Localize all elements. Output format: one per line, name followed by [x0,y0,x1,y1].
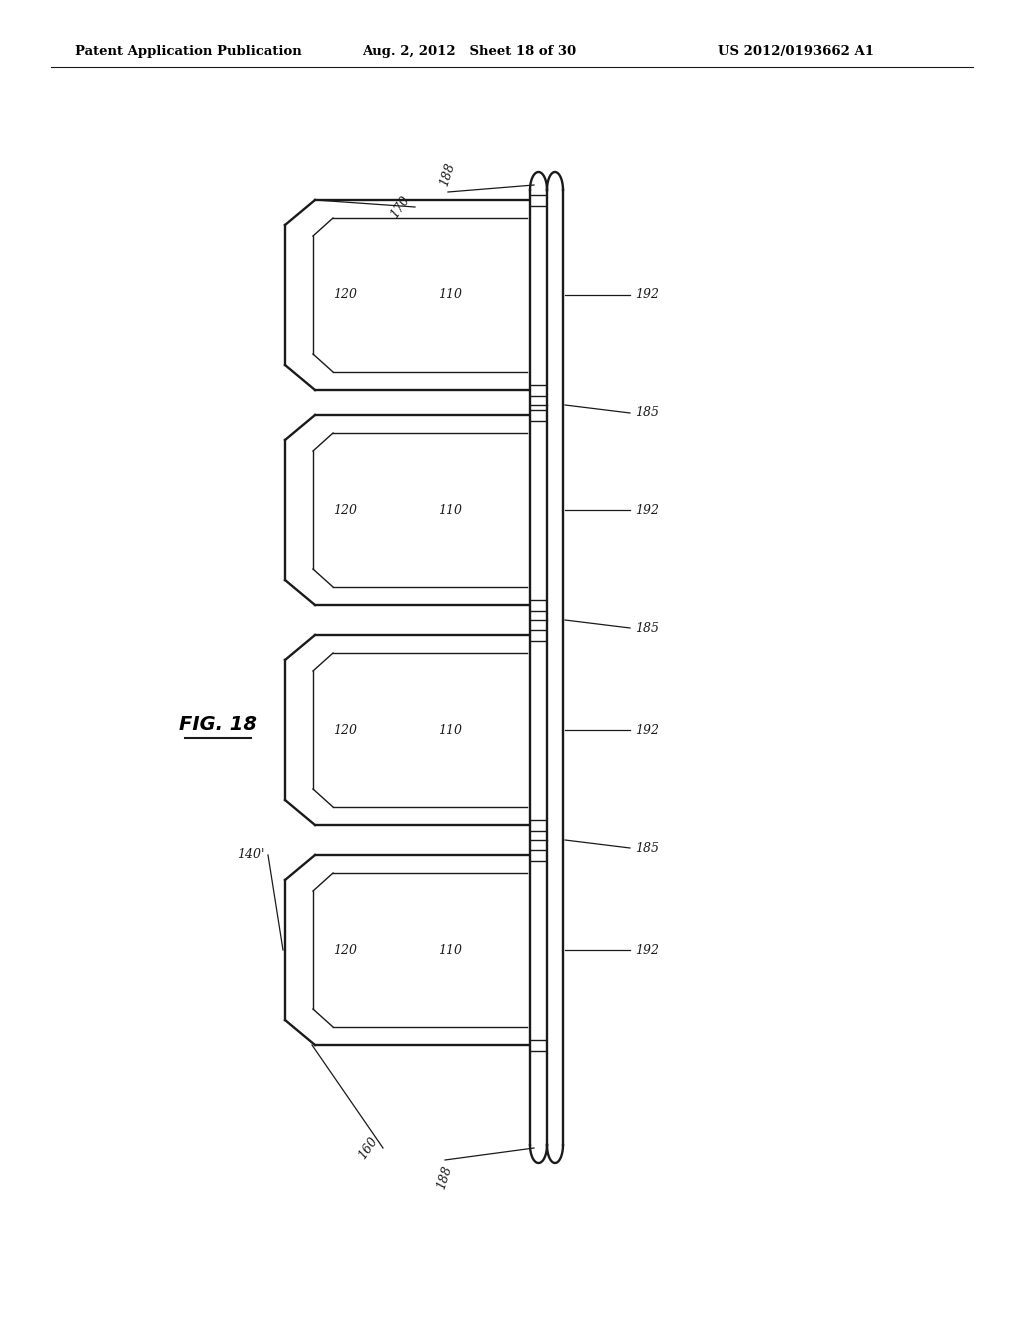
Bar [530,850,546,861]
Bar [530,384,546,396]
Text: 170: 170 [388,194,412,220]
Text: 185: 185 [635,407,659,420]
Text: US 2012/0193662 A1: US 2012/0193662 A1 [718,45,874,58]
Text: 192: 192 [635,944,659,957]
Text: 192: 192 [635,289,659,301]
Text: 110: 110 [438,723,462,737]
Text: 120: 120 [333,723,357,737]
Bar [530,630,546,640]
Text: 120: 120 [333,944,357,957]
Bar [530,194,546,206]
Bar [530,409,546,421]
Text: 192: 192 [635,723,659,737]
Text: 110: 110 [438,289,462,301]
Text: 192: 192 [635,503,659,516]
Text: 188: 188 [438,161,458,187]
Text: 185: 185 [635,842,659,854]
Text: 160: 160 [355,1134,380,1162]
Text: 188: 188 [435,1164,455,1191]
Text: 110: 110 [438,503,462,516]
Text: FIG. 18: FIG. 18 [179,715,257,734]
Bar [530,599,546,610]
Bar [530,1040,546,1051]
Text: Aug. 2, 2012   Sheet 18 of 30: Aug. 2, 2012 Sheet 18 of 30 [362,45,577,58]
Bar [530,820,546,830]
Text: 110: 110 [438,944,462,957]
Text: 185: 185 [635,622,659,635]
Text: Patent Application Publication: Patent Application Publication [75,45,302,58]
Text: 120: 120 [333,289,357,301]
Text: 140': 140' [238,849,265,862]
Text: 120: 120 [333,503,357,516]
